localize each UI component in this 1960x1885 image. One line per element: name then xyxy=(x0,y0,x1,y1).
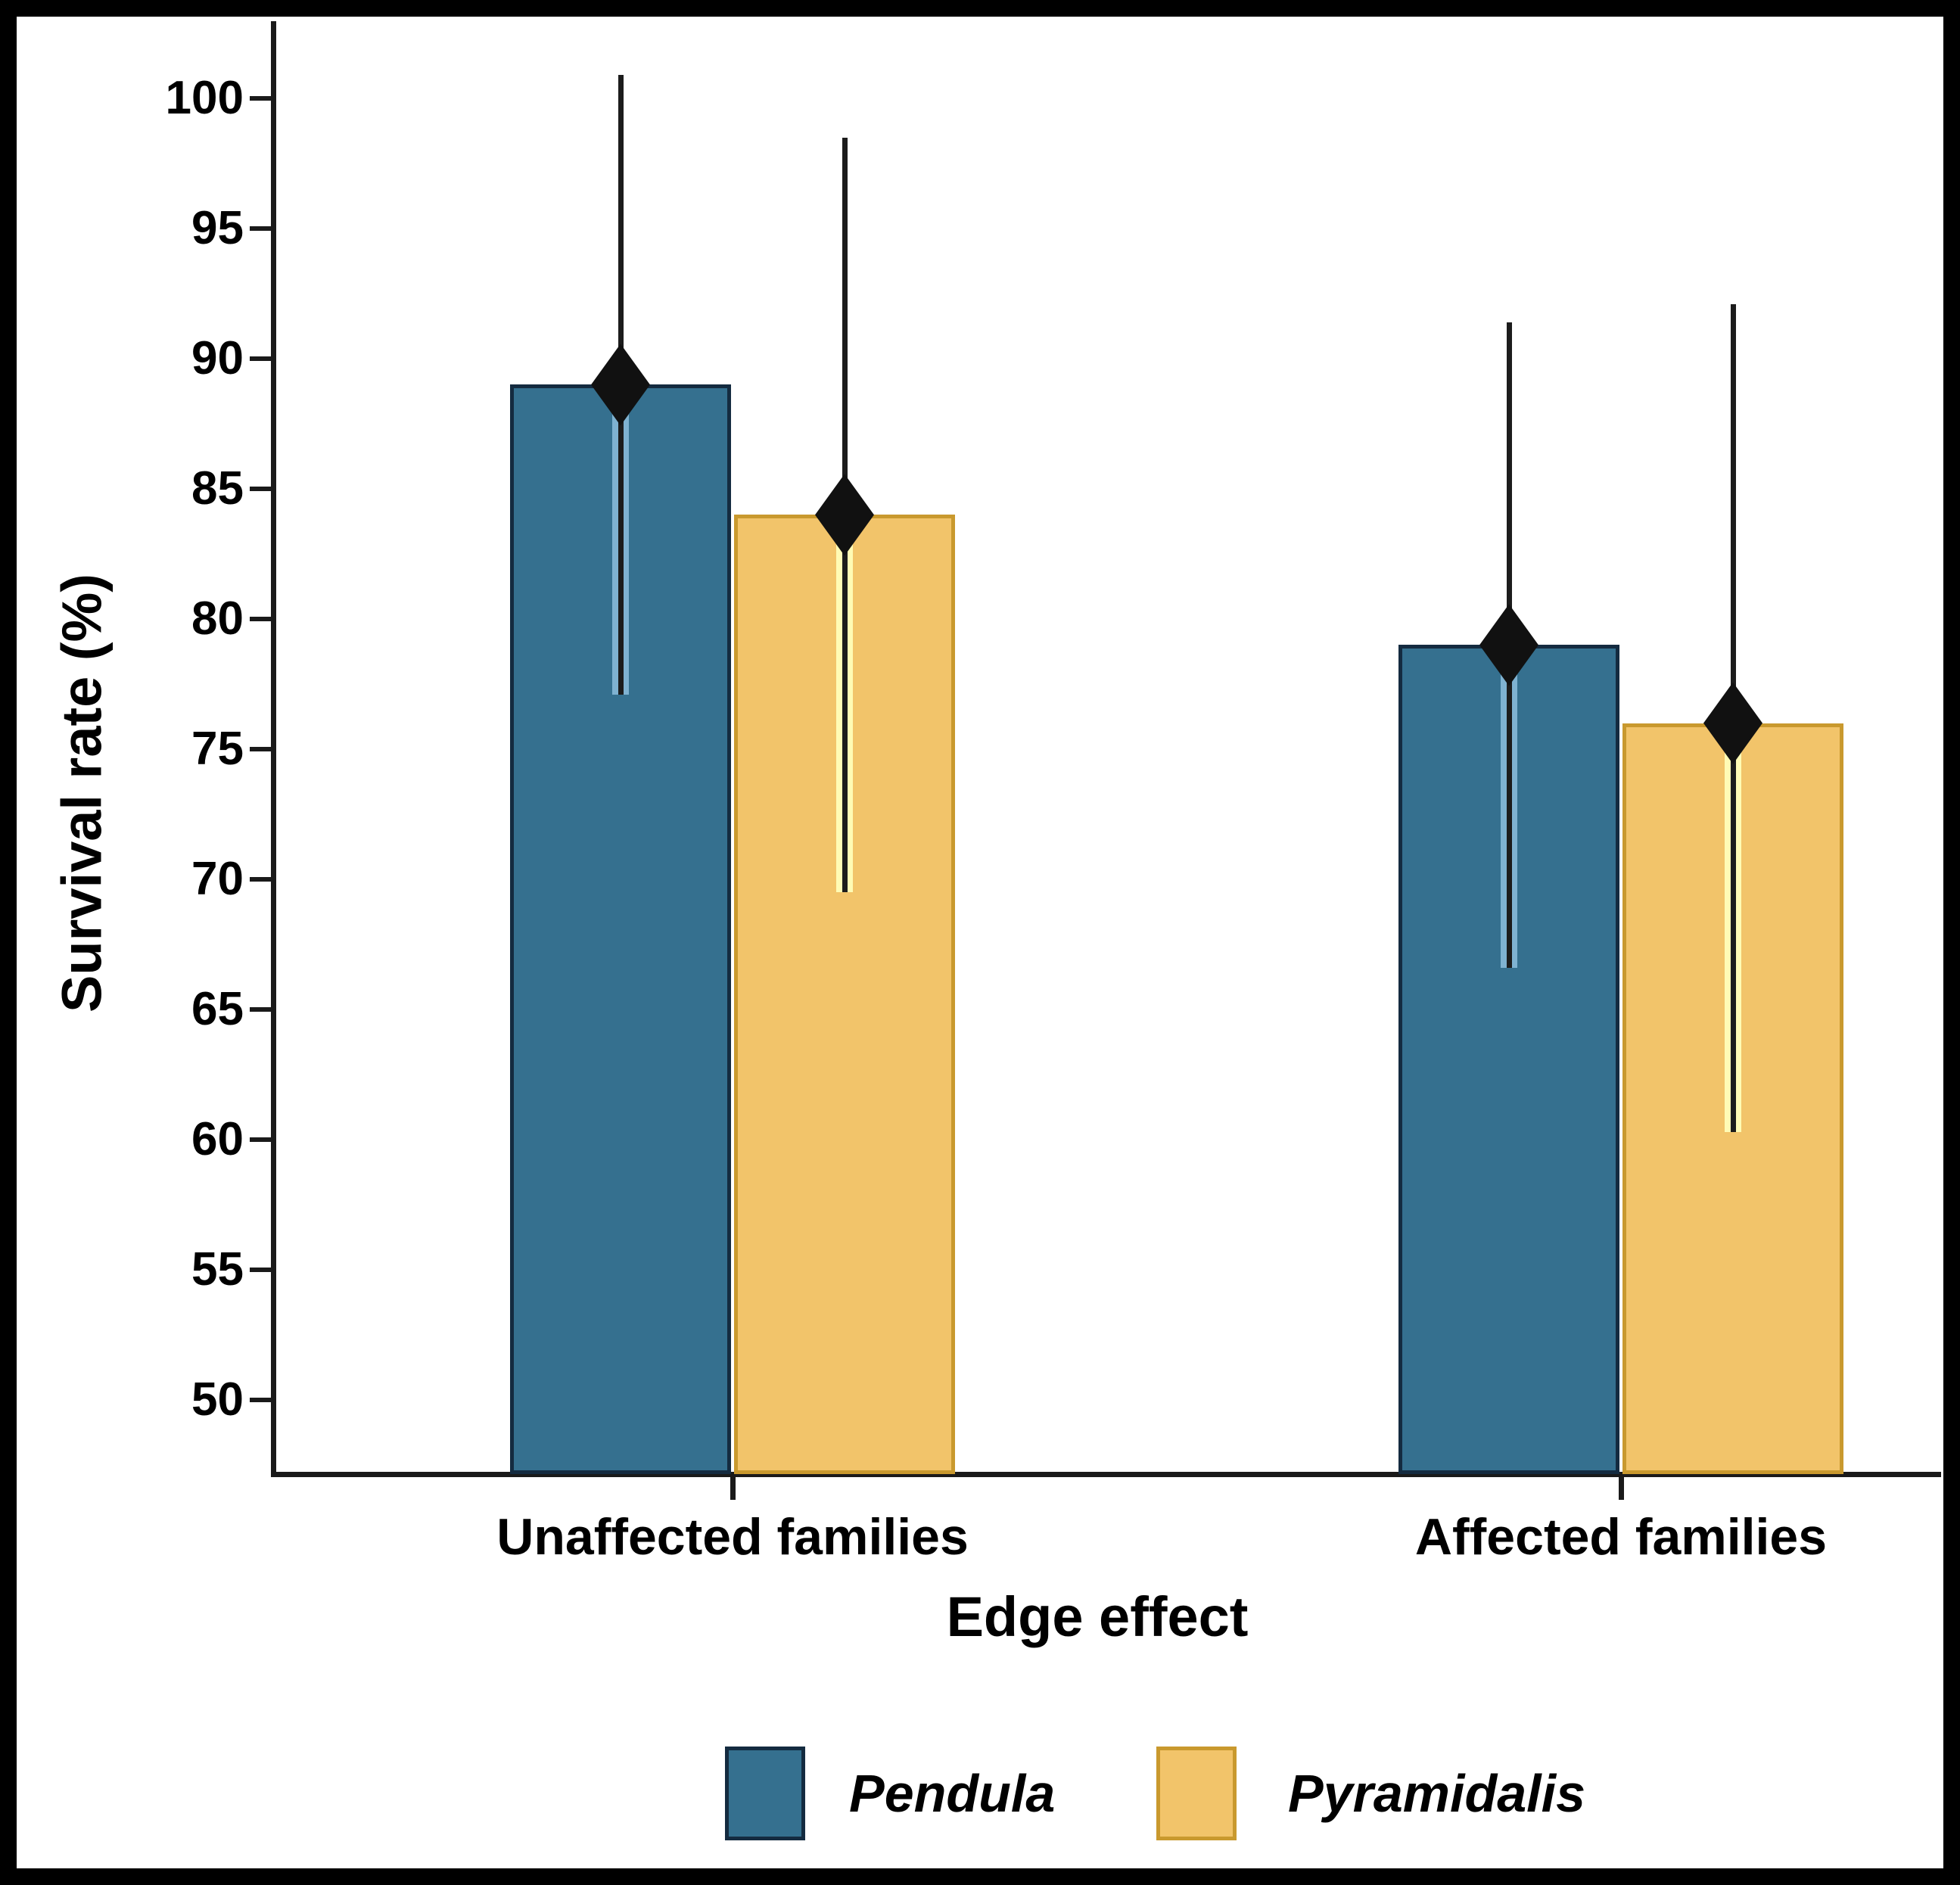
y-tick-mark xyxy=(250,1007,272,1012)
y-tick-mark xyxy=(250,487,272,491)
y-tick-label: 95 xyxy=(191,202,244,254)
x-tick-label-unaffected: Unaffected families xyxy=(496,1508,969,1566)
y-tick-label: 75 xyxy=(191,723,244,775)
y-tick-label: 70 xyxy=(191,853,244,905)
y-tick-label: 90 xyxy=(191,332,244,384)
y-tick-label: 80 xyxy=(191,593,244,645)
x-tick-mark xyxy=(730,1477,736,1500)
x-tick-mark xyxy=(1619,1477,1624,1500)
y-tick-label: 50 xyxy=(191,1373,244,1426)
legend-swatch-pendula xyxy=(725,1747,805,1840)
y-tick-mark xyxy=(250,747,272,751)
legend-swatch-pyramidalis xyxy=(1156,1747,1237,1840)
y-tick-label: 55 xyxy=(191,1243,244,1296)
y-tick-mark xyxy=(250,356,272,361)
y-tick-mark xyxy=(250,1268,272,1272)
y-tick-mark xyxy=(250,226,272,231)
legend-label-pendula: Pendula xyxy=(849,1764,1056,1823)
y-tick-mark xyxy=(250,617,272,621)
y-tick-label: 100 xyxy=(165,72,244,124)
y-axis-title: Survival rate (%) xyxy=(50,574,114,1012)
y-tick-mark xyxy=(250,877,272,882)
y-axis-line xyxy=(271,21,276,1477)
bar-pendula-1 xyxy=(1398,645,1619,1474)
x-axis-title: Edge effect xyxy=(946,1585,1249,1648)
y-tick-mark xyxy=(250,96,272,101)
x-axis-line xyxy=(271,1472,1941,1477)
y-tick-mark xyxy=(250,1137,272,1142)
y-tick-mark xyxy=(250,1398,272,1402)
legend-label-pyramidalis: Pyramidalis xyxy=(1288,1764,1585,1823)
y-tick-label: 60 xyxy=(191,1113,244,1165)
y-tick-label: 85 xyxy=(191,462,244,515)
y-tick-label: 65 xyxy=(191,983,244,1035)
x-tick-label-affected: Affected families xyxy=(1414,1508,1828,1566)
